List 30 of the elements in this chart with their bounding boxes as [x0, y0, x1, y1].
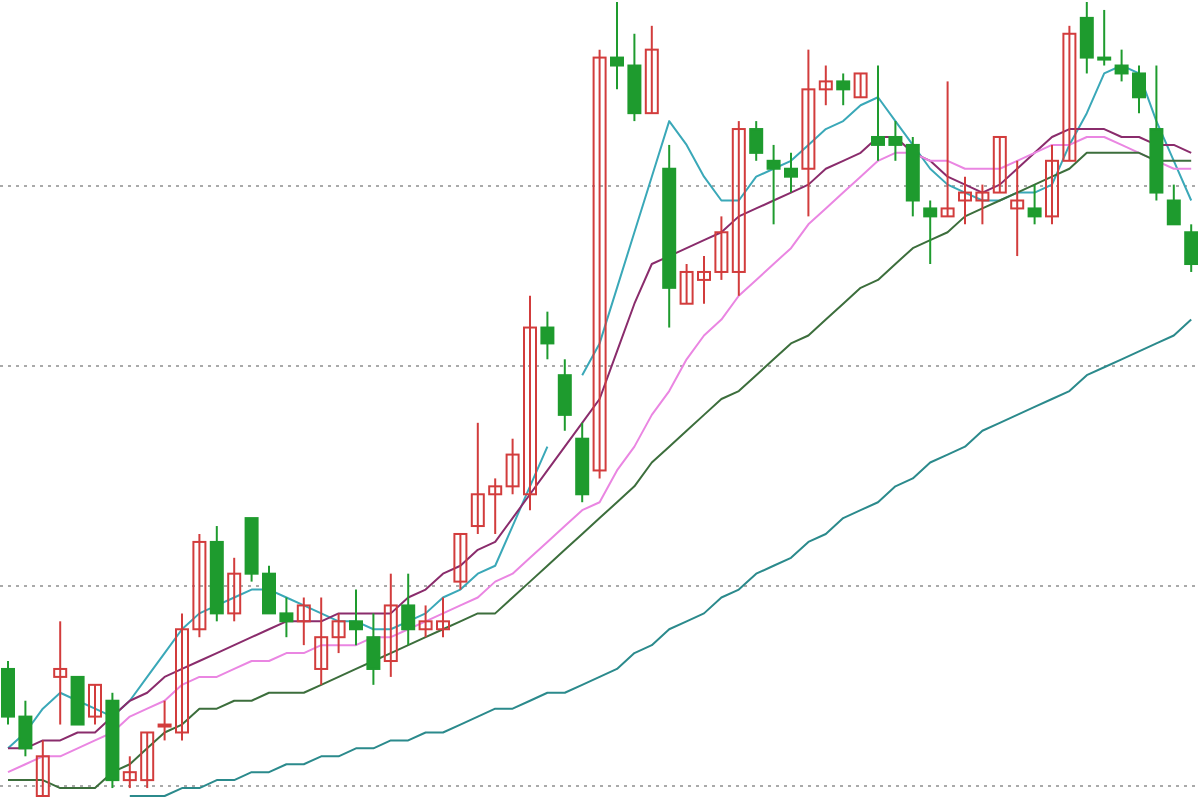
candlestick — [749, 120, 764, 162]
candlestick — [731, 120, 746, 297]
candlestick — [53, 620, 68, 726]
candlestick — [940, 80, 955, 218]
candlestick — [366, 612, 381, 686]
candlestick — [1027, 183, 1042, 226]
candlestick — [644, 24, 659, 115]
candlestick — [401, 572, 416, 647]
candlestick — [70, 675, 85, 726]
candlestick — [331, 612, 346, 655]
candlestick — [296, 596, 311, 647]
candlestick — [453, 532, 468, 591]
candlestick — [836, 72, 851, 107]
candlestick — [1184, 223, 1198, 273]
candlestick — [540, 310, 555, 361]
candlestick — [818, 64, 833, 107]
candlestick — [349, 588, 363, 647]
candlestick — [227, 556, 242, 623]
candlestick — [992, 135, 1007, 194]
candlestick — [923, 199, 938, 266]
candlestick — [35, 739, 50, 797]
candlestick — [557, 358, 572, 432]
candlestick — [314, 596, 329, 686]
candlestick — [1166, 183, 1181, 226]
candlestick — [801, 48, 816, 218]
candlestick — [592, 48, 607, 480]
candlestick — [88, 683, 102, 726]
candlestick — [853, 72, 868, 99]
candlestick — [383, 572, 398, 678]
candlestick — [1010, 159, 1025, 258]
